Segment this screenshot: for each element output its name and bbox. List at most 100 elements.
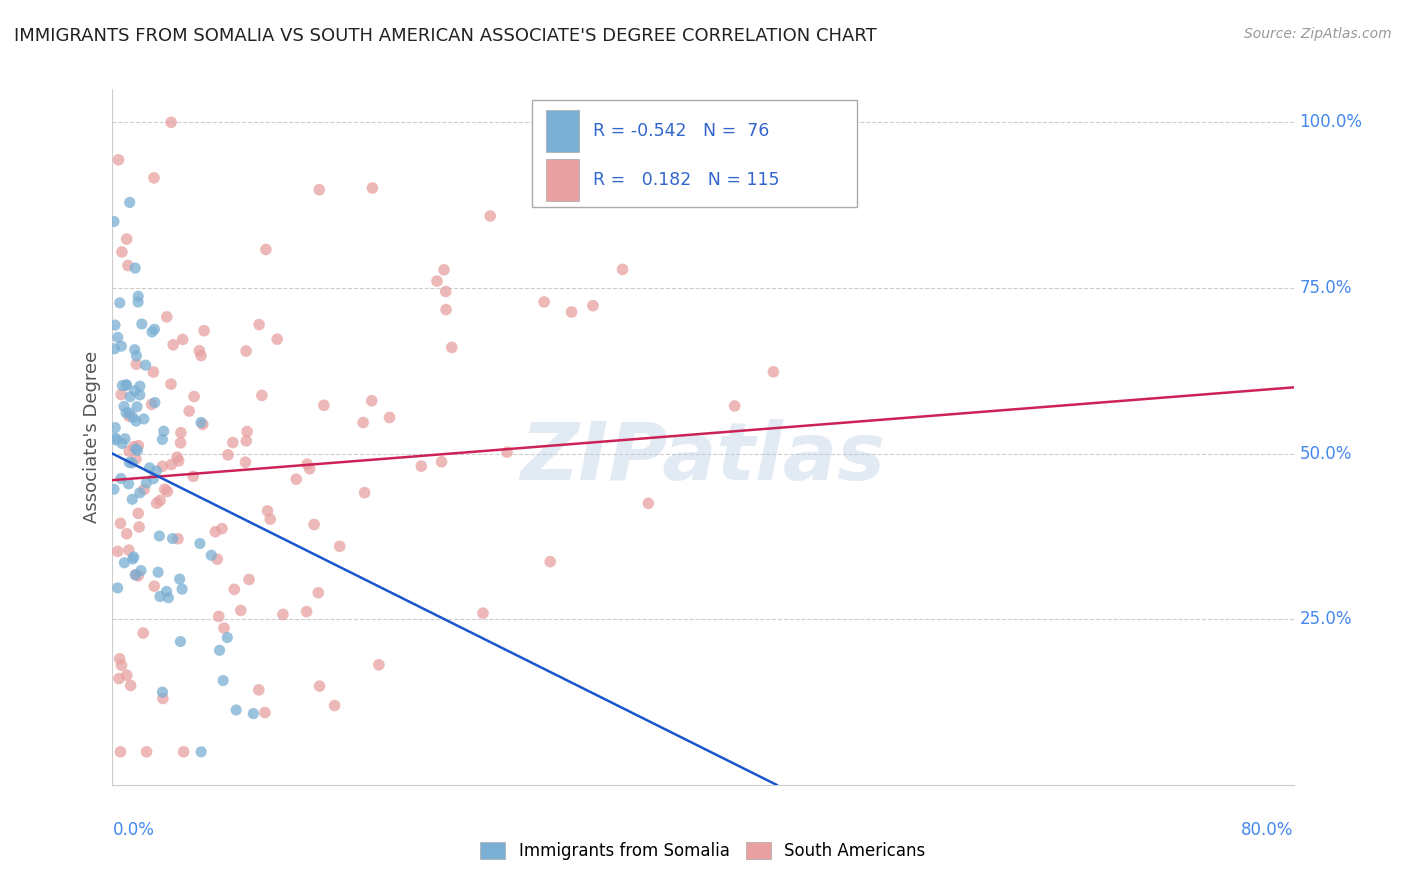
Point bbox=[129, 379, 152, 393]
Point bbox=[190, 745, 212, 759]
Point bbox=[612, 262, 634, 277]
Point bbox=[105, 433, 128, 447]
Point bbox=[128, 388, 150, 402]
Point bbox=[125, 442, 148, 456]
Point bbox=[179, 404, 201, 418]
Point bbox=[118, 444, 141, 458]
Point bbox=[297, 457, 319, 471]
Point bbox=[127, 295, 149, 310]
Text: IMMIGRANTS FROM SOMALIA VS SOUTH AMERICAN ASSOCIATE'S DEGREE CORRELATION CHART: IMMIGRANTS FROM SOMALIA VS SOUTH AMERICA… bbox=[14, 27, 877, 45]
Text: R =   0.182   N = 115: R = 0.182 N = 115 bbox=[593, 170, 780, 188]
Point bbox=[160, 458, 183, 472]
Point bbox=[127, 289, 149, 303]
Point bbox=[295, 605, 318, 619]
Text: 80.0%: 80.0% bbox=[1241, 821, 1294, 838]
Point bbox=[236, 425, 259, 439]
Point bbox=[162, 338, 184, 352]
Point bbox=[107, 544, 129, 558]
Point bbox=[353, 485, 375, 500]
Point bbox=[115, 377, 138, 392]
Point bbox=[285, 472, 308, 486]
Point bbox=[190, 416, 212, 430]
Point bbox=[181, 469, 204, 483]
Point bbox=[132, 412, 155, 426]
Point bbox=[637, 496, 659, 510]
Point bbox=[104, 431, 127, 445]
Point bbox=[242, 706, 264, 721]
Point bbox=[114, 432, 136, 446]
Point bbox=[141, 325, 163, 339]
Point bbox=[124, 384, 146, 398]
Point bbox=[323, 698, 346, 713]
Point bbox=[103, 342, 125, 356]
Point bbox=[108, 296, 131, 310]
Point bbox=[172, 582, 194, 596]
Point bbox=[125, 357, 148, 371]
Point bbox=[166, 450, 188, 465]
Point bbox=[131, 317, 153, 331]
Point bbox=[440, 340, 463, 354]
Point bbox=[152, 459, 174, 474]
Point bbox=[103, 214, 125, 228]
Point bbox=[367, 657, 389, 672]
Point bbox=[112, 556, 135, 570]
Point bbox=[118, 406, 141, 420]
Point bbox=[135, 475, 157, 490]
Point bbox=[426, 274, 449, 288]
FancyBboxPatch shape bbox=[531, 100, 856, 208]
Point bbox=[183, 390, 205, 404]
Point bbox=[411, 459, 433, 474]
Point bbox=[212, 621, 235, 635]
Point bbox=[308, 679, 330, 693]
Point bbox=[132, 626, 155, 640]
Point bbox=[152, 424, 174, 438]
Point bbox=[155, 584, 177, 599]
Point bbox=[229, 603, 252, 617]
Point bbox=[156, 310, 179, 324]
Point bbox=[125, 349, 148, 363]
Point bbox=[110, 471, 132, 485]
Point bbox=[115, 232, 138, 246]
Point bbox=[307, 586, 329, 600]
Point bbox=[266, 332, 288, 346]
Point bbox=[253, 706, 276, 720]
Point bbox=[143, 322, 166, 336]
Point bbox=[115, 406, 138, 420]
Point bbox=[302, 517, 325, 532]
Point bbox=[127, 507, 149, 521]
Text: R = -0.542   N =  76: R = -0.542 N = 76 bbox=[593, 122, 769, 140]
Point bbox=[378, 410, 401, 425]
Point bbox=[142, 365, 165, 379]
Point bbox=[122, 550, 145, 565]
Point bbox=[308, 183, 330, 197]
Point bbox=[188, 343, 211, 358]
Text: 0.0%: 0.0% bbox=[112, 821, 155, 838]
Point bbox=[238, 573, 260, 587]
Point bbox=[533, 295, 555, 310]
Point bbox=[127, 568, 149, 582]
Legend: Immigrants from Somalia, South Americans: Immigrants from Somalia, South Americans bbox=[474, 836, 932, 867]
Point bbox=[149, 590, 172, 604]
Point bbox=[169, 436, 191, 450]
Point bbox=[254, 243, 277, 257]
Point bbox=[271, 607, 294, 622]
Point bbox=[110, 387, 132, 401]
Text: 50.0%: 50.0% bbox=[1299, 444, 1351, 463]
Point bbox=[200, 548, 222, 562]
Text: 100.0%: 100.0% bbox=[1299, 113, 1362, 131]
Point bbox=[127, 443, 149, 458]
Y-axis label: Associate's Degree: Associate's Degree bbox=[83, 351, 101, 524]
Point bbox=[145, 496, 167, 510]
Point bbox=[188, 536, 211, 550]
Text: Source: ZipAtlas.com: Source: ZipAtlas.com bbox=[1244, 27, 1392, 41]
Point bbox=[108, 652, 131, 666]
Point bbox=[472, 606, 495, 620]
Point bbox=[724, 399, 747, 413]
Point bbox=[167, 532, 190, 546]
Point bbox=[190, 349, 212, 363]
Point bbox=[138, 460, 160, 475]
Point bbox=[153, 482, 176, 496]
Text: 75.0%: 75.0% bbox=[1299, 279, 1351, 297]
Point bbox=[207, 552, 229, 566]
Point bbox=[125, 451, 148, 466]
